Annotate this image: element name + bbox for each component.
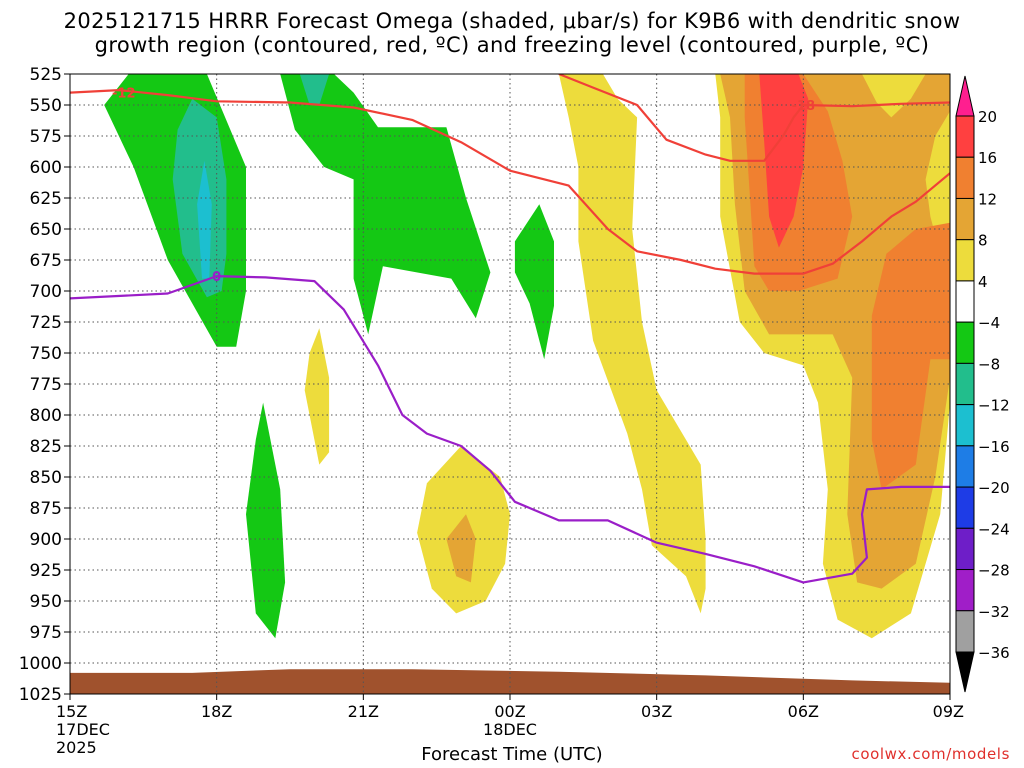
y-tick-label-525: 525 (30, 65, 62, 85)
omega-region-neg-west-max (197, 160, 212, 279)
y-axis: 525 550 575 600 625 650 675 700 725 750 775 800 825 8… (19, 65, 70, 705)
freezing-level-contour-label: 0 (212, 270, 221, 285)
y-tick-label-625: 625 (30, 189, 62, 209)
colorbar-segment-5 (955, 280, 975, 323)
y-tick-label-1025: 1025 (19, 685, 62, 705)
y-tick-label-950: 950 (30, 592, 62, 612)
credit-text: coolwx.com/models (851, 745, 1010, 763)
x-tick-label-15Z: 15Z (56, 702, 87, 721)
colorbar-segment-3 (955, 197, 975, 241)
x-tick-label-03Z: 03Z (641, 702, 672, 721)
y-tick-label-600: 600 (30, 158, 62, 178)
y-tick-label-1000: 1000 (19, 654, 62, 674)
x-tick-label-06Z: 06Z (788, 702, 819, 721)
y-tick-label-650: 650 (30, 220, 62, 240)
colorbar-label-10: −24 (978, 520, 1010, 538)
y-tick-label-825: 825 (30, 437, 62, 457)
colorbar-label-0: 20 (978, 108, 997, 126)
dgz-contour-1-line (70, 88, 950, 275)
colorbar-segment-4 (955, 239, 975, 282)
colorbar-segment-7 (955, 362, 975, 406)
omega-region-neg-upper (280, 74, 491, 335)
colorbar-label-1: 16 (978, 149, 997, 167)
colorbar-label-11: −28 (978, 562, 1010, 580)
x-tick-label-18Z: 18Z (201, 702, 232, 721)
colorbar-segment-10 (955, 486, 975, 529)
colorbar-label-4: 4 (978, 273, 988, 291)
x-tick-label-09Z: 09Z (933, 702, 964, 721)
chart-title-line-1: 2025121715 HRRR Forecast Omega (shaded, … (63, 9, 961, 33)
omega-region-neg-low (246, 402, 286, 639)
y-tick-label-925: 925 (30, 561, 62, 581)
colorbar-label-12: −32 (978, 603, 1010, 621)
colorbar-bottom-arrow (955, 651, 975, 693)
colorbar-segment-1 (955, 115, 975, 158)
y-tick-label-800: 800 (30, 406, 62, 426)
omega-region-pos-ll-b-core (446, 514, 476, 583)
colorbar-label-2: 12 (978, 190, 997, 208)
colorbar-label-9: −20 (978, 479, 1010, 497)
colorbar-segment-13 (955, 610, 975, 653)
colorbar-label-8: −16 (978, 438, 1010, 456)
y-tick-label-725: 725 (30, 313, 62, 333)
colorbar-top-arrow (955, 75, 975, 117)
omega-shading (104, 74, 950, 639)
y-tick-label-900: 900 (30, 530, 62, 550)
omega-region-pos-east-12b (871, 222, 950, 490)
y-tick-label-775: 775 (30, 375, 62, 395)
dgz-contour-2-line (558, 74, 950, 162)
y-tick-label-550: 550 (30, 96, 62, 116)
colorbar-segment-11 (955, 527, 975, 571)
colorbar-label-13: −36 (978, 644, 1010, 662)
colorbar-segment-12 (955, 569, 975, 612)
x-tick-label-00Z: 00Z (494, 702, 525, 721)
dgz-contour-1-label: -12 (112, 87, 136, 102)
x-tick-label-21Z: 21Z (348, 702, 379, 721)
omega-region-pos-main (558, 74, 706, 614)
omega-region-pos-east-16 (759, 74, 809, 248)
freezing-level-contour-line (70, 275, 950, 584)
colorbar-segment-9 (955, 445, 975, 488)
contour-lines: -12 -18 0 (70, 74, 950, 584)
colorbar-segment-6 (955, 321, 975, 364)
colorbar-label-6: −8 (978, 355, 1000, 373)
x-axis-label: Forecast Time (UTC) (421, 744, 603, 765)
y-tick-label-850: 850 (30, 468, 62, 488)
y-tick-label-575: 575 (30, 127, 62, 147)
colorbar-label-3: 8 (978, 232, 988, 250)
colorbar: 20 16 12 8 4 −4 −8 −12 −16 −20 −24 −28 −32 −36 (955, 75, 1010, 693)
x-tick-year-2025: 2025 (56, 738, 97, 757)
y-tick-label-750: 750 (30, 344, 62, 364)
colorbar-segment-2 (955, 156, 975, 199)
x-tick-date-18DEC: 18DEC (483, 720, 537, 739)
y-tick-label-875: 875 (30, 499, 62, 519)
y-tick-label-675: 675 (30, 251, 62, 271)
colorbar-segment-8 (955, 404, 975, 447)
omega-region-pos-ll-a (304, 328, 330, 465)
y-tick-label-975: 975 (30, 623, 62, 643)
omega-region-pos-east-8-notch (862, 74, 926, 118)
colorbar-label-7: −12 (978, 397, 1010, 415)
dgz-contour-2-label: -18 (792, 99, 816, 114)
chart-title-line-2: growth region (contoured, red, ºC) and f… (94, 33, 930, 57)
y-tick-label-700: 700 (30, 282, 62, 302)
omega-region-neg-00z (514, 204, 554, 360)
x-tick-date-17DEC: 17DEC (56, 720, 110, 739)
colorbar-label-5: −4 (978, 314, 1000, 332)
omega-region-neg-upper-core (299, 74, 330, 105)
